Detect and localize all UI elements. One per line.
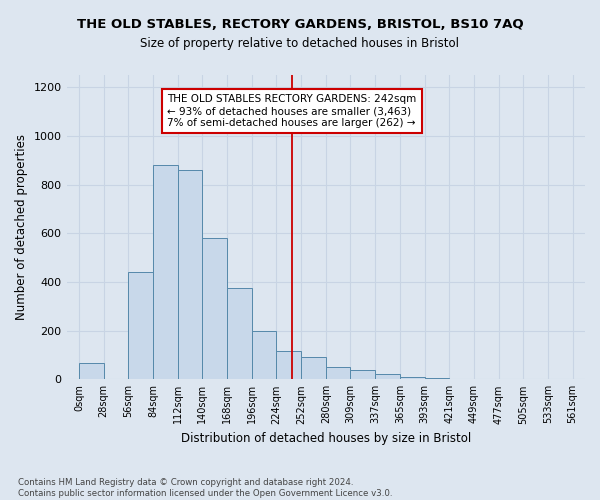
Bar	[202, 238, 227, 380]
Bar	[79, 364, 104, 380]
Bar	[375, 374, 400, 380]
Y-axis label: Number of detached properties: Number of detached properties	[15, 134, 28, 320]
Bar	[425, 378, 449, 380]
Text: THE OLD STABLES RECTORY GARDENS: 242sqm
← 93% of detached houses are smaller (3,: THE OLD STABLES RECTORY GARDENS: 242sqm …	[167, 94, 416, 128]
Bar	[301, 358, 326, 380]
Bar	[400, 377, 425, 380]
Bar	[153, 165, 178, 380]
Text: THE OLD STABLES, RECTORY GARDENS, BRISTOL, BS10 7AQ: THE OLD STABLES, RECTORY GARDENS, BRISTO…	[77, 18, 523, 30]
Bar	[350, 370, 375, 380]
Bar	[277, 352, 301, 380]
Bar	[128, 272, 153, 380]
Bar	[178, 170, 202, 380]
Text: Contains HM Land Registry data © Crown copyright and database right 2024.
Contai: Contains HM Land Registry data © Crown c…	[18, 478, 392, 498]
Text: Size of property relative to detached houses in Bristol: Size of property relative to detached ho…	[140, 38, 460, 51]
Bar	[252, 330, 277, 380]
Bar	[326, 367, 350, 380]
Bar	[227, 288, 252, 380]
X-axis label: Distribution of detached houses by size in Bristol: Distribution of detached houses by size …	[181, 432, 471, 445]
